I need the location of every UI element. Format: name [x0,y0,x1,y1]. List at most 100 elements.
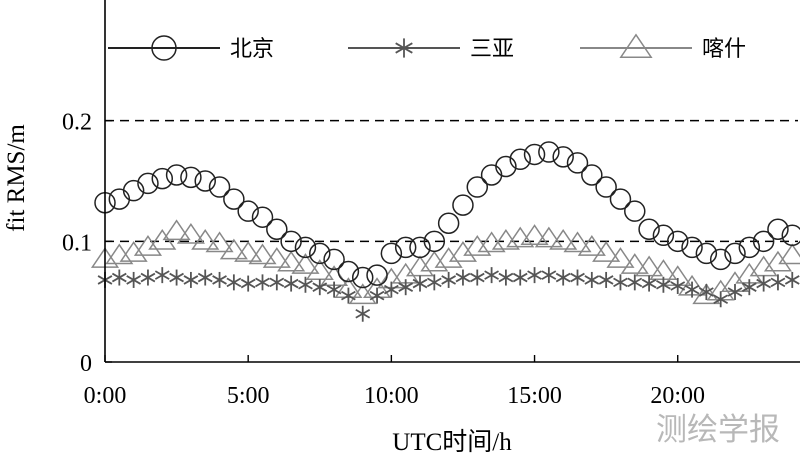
data-point-asterisk [212,271,227,288]
data-point-asterisk [126,271,142,288]
legend-item: 北京 [108,35,274,61]
data-point-asterisk [670,277,686,294]
data-point-triangle [520,224,549,245]
data-point-triangle [649,259,678,280]
data-point-triangle [205,231,234,253]
data-point-circle [437,212,460,234]
data-point-asterisk [770,274,786,291]
data-point-asterisk [111,269,127,286]
data-point-circle [294,236,317,259]
data-point-asterisk [355,305,371,322]
data-point-circle [452,194,474,216]
data-point-circle [351,266,374,289]
data-point-circle [724,242,746,265]
data-point-circle [652,224,675,247]
data-point-triangle [248,243,277,265]
data-point-triangle [563,231,592,253]
legend-marker-circle [151,35,177,61]
x-axis-title: UTC时间/h [392,428,512,456]
data-point-triangle [592,241,621,262]
data-point-asterisk [140,269,156,286]
ticks: 0:00 5:00 10:00 15:00 20:00 0 0.1 0.2 [62,110,705,409]
data-point-circle [581,164,603,186]
data-point-circle [624,200,646,222]
legend-label: 北京 [230,36,274,61]
data-point-asterisk [756,275,772,292]
data-point-triangle [133,235,163,256]
data-point-circle [266,218,288,241]
data-point-circle [538,141,560,163]
y-tick-label: 0 [80,351,92,377]
x-tick-label: 5:00 [227,383,270,409]
data-point-triangle [606,247,635,268]
data-point-triangle [448,241,478,262]
data-point-circle [752,230,775,253]
data-point-circle [394,236,417,259]
data-point-asterisk [713,291,729,308]
data-point-triangle [119,241,148,262]
data-point-circle [695,242,718,265]
x-tick-label: 0:00 [84,383,127,409]
data-point-asterisk [197,269,213,286]
data-point-triangle [191,228,220,250]
data-point-asterisk [512,269,528,286]
data-point-asterisk [727,284,743,301]
axes [104,0,800,363]
data-point-circle [409,236,431,259]
data-point-asterisk [398,279,414,296]
data-point-asterisk [455,269,471,286]
data-point-asterisk [426,274,442,291]
legend-label: 三亚 [470,36,514,61]
data-point-asterisk [598,271,614,288]
data-point-asterisk [541,267,557,284]
data-point-triangle [176,222,205,244]
data-point-asterisk [656,276,671,293]
data-point-triangle [348,283,377,305]
data-point-asterisk [341,287,356,304]
data-point-circle [781,224,800,247]
data-point-asterisk [684,281,700,298]
legend-item: 喀什 [580,33,746,61]
data-point-asterisk [484,267,499,284]
data-point-triangle [234,241,263,262]
reference-lines [105,119,798,243]
data-point-asterisk [154,267,170,284]
data-point-triangle [463,235,492,256]
data-point-circle [609,188,632,210]
x-tick-label: 15:00 [507,383,562,409]
data-point-circle [495,155,517,178]
legend-item: 三亚 [348,36,514,61]
data-point-triangle [262,247,291,268]
data-point-circle [681,236,703,259]
data-point-circle [237,200,259,222]
data-point-triangle [577,235,606,256]
data-point-asterisk [183,271,199,288]
data-point-circle [194,170,216,192]
data-point-triangle [763,250,793,272]
legend-marker-asterisk [395,38,413,58]
y-axis-title: fit RMS/m [3,124,30,232]
data-point-asterisk [283,275,299,292]
legend: 北京 三亚 喀什 [108,33,746,61]
data-point-circle [552,146,574,168]
data-point-triangle [549,228,578,250]
data-point-triangle [162,219,191,241]
data-point-asterisk [698,284,714,301]
data-point-circle [595,176,617,198]
data-point-circle [638,218,660,241]
data-point-asterisk [613,274,628,291]
data-point-circle [122,179,145,202]
data-point-circle [165,164,188,186]
data-point-asterisk [326,281,342,298]
data-point-triangle [534,226,563,248]
data-point-circle [151,167,174,190]
data-point-asterisk [570,269,585,286]
data-point-circle [709,248,732,271]
data-point-asterisk [527,267,542,284]
series-1 [97,267,800,322]
data-point-asterisk [369,287,385,304]
data-point-asterisk [298,276,313,293]
data-point-asterisk [469,269,485,286]
data-point-circle [366,264,388,286]
